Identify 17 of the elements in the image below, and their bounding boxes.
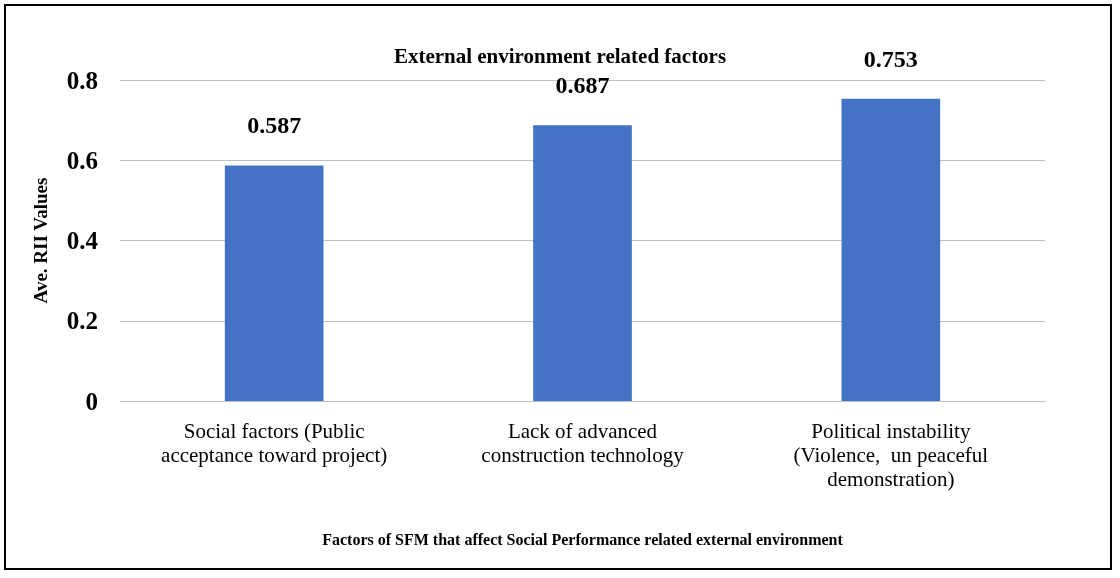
y-axis-title: Ave. RII Values [30, 177, 51, 304]
x-tick-label: Lack of advanced construction technology [481, 419, 685, 467]
x-axis-title: Factors of SFM that affect Social Performance related external environment [322, 530, 844, 548]
x-tick-label: Political instability (Violence, un peaceful demonstration) [793, 419, 989, 491]
chart-title: External environment related factors [393, 43, 727, 68]
y-tick-label: 0.4 [66, 227, 99, 254]
bar [224, 165, 324, 401]
y-tick-label: 0.2 [66, 307, 98, 335]
y-tick-label: 0.8 [66, 66, 98, 94]
x-tick-label: Social factors (Public acceptance toward project) [161, 419, 388, 467]
data-label: 0.687 [555, 72, 610, 99]
bar [533, 125, 632, 401]
data-label: 0.587 [247, 112, 302, 139]
bar [841, 98, 941, 401]
y-tick-label: 0.6 [66, 146, 98, 174]
y-tick-label: 0 [85, 387, 98, 415]
data-label: 0.753 [863, 45, 918, 72]
